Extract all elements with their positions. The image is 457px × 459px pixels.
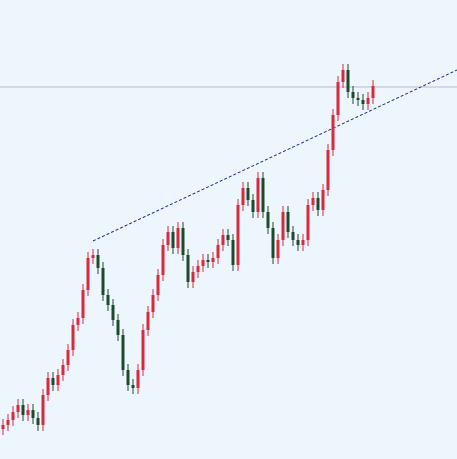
candle-body (276, 240, 280, 258)
candle-body (16, 405, 20, 412)
candle-body (36, 418, 40, 425)
candle-body (226, 235, 230, 240)
candle-body (171, 232, 175, 248)
candle-body (126, 370, 130, 385)
candle-body (21, 405, 25, 415)
candle-body (66, 350, 70, 365)
candle-body (221, 235, 225, 245)
candle-body (246, 188, 250, 200)
candle-body (366, 98, 370, 104)
candle-body (111, 305, 115, 320)
candle-body (231, 240, 235, 265)
candle-body (181, 228, 185, 255)
candle-body (291, 232, 295, 240)
candle-body (321, 190, 325, 210)
candle-body (186, 255, 190, 282)
candle-body (236, 205, 240, 265)
candle-body (86, 258, 90, 290)
candle-body (146, 312, 150, 330)
candle-body (301, 240, 305, 245)
candle-body (251, 200, 255, 212)
candle-body (326, 150, 330, 190)
candle-body (101, 268, 105, 295)
trend-line (92, 69, 457, 242)
candle-body (161, 245, 165, 275)
candle-body (96, 255, 100, 268)
candle-body (176, 228, 180, 248)
candle-body (356, 98, 360, 100)
candle-body (1, 425, 5, 429)
candle-body (136, 370, 140, 388)
candle-body (51, 378, 55, 385)
candle-body (331, 115, 335, 150)
candle-body (76, 318, 80, 325)
candle-body (81, 290, 85, 318)
candle-body (141, 330, 145, 370)
candle-body (156, 275, 160, 295)
candle-body (26, 410, 30, 415)
candle-body (371, 86, 375, 98)
candle-body (296, 240, 300, 245)
candle-body (316, 198, 320, 210)
candle-body (201, 260, 205, 266)
candle-body (341, 70, 345, 82)
candle-body (151, 295, 155, 312)
candle-body (166, 232, 170, 245)
candle-body (206, 260, 210, 262)
candle-body (71, 325, 75, 350)
candle-body (216, 245, 220, 258)
candle-body (266, 212, 270, 228)
candle-body (286, 212, 290, 232)
candle-body (121, 335, 125, 370)
candle-body (11, 412, 15, 420)
candle-body (241, 188, 245, 205)
candle-body (61, 365, 65, 375)
candle-body (211, 258, 215, 262)
candle-body (116, 320, 120, 335)
candle-body (256, 178, 260, 212)
candle-body (281, 212, 285, 240)
candle-body (351, 92, 355, 98)
candle-body (31, 410, 35, 418)
candle-body (6, 420, 10, 425)
candle-body (336, 82, 340, 115)
candle-body (196, 266, 200, 272)
candle-body (261, 178, 265, 212)
candle-body (41, 395, 45, 425)
candle-body (131, 385, 135, 388)
candle-body (361, 100, 365, 104)
candle-body (311, 198, 315, 205)
candle-body (191, 272, 195, 282)
candle-body (46, 378, 50, 395)
candle-body (106, 295, 110, 305)
candle-body (91, 255, 95, 258)
candle-body (346, 70, 350, 92)
candle-body (306, 205, 310, 240)
candle-body (56, 375, 60, 385)
candle-body (271, 228, 275, 258)
